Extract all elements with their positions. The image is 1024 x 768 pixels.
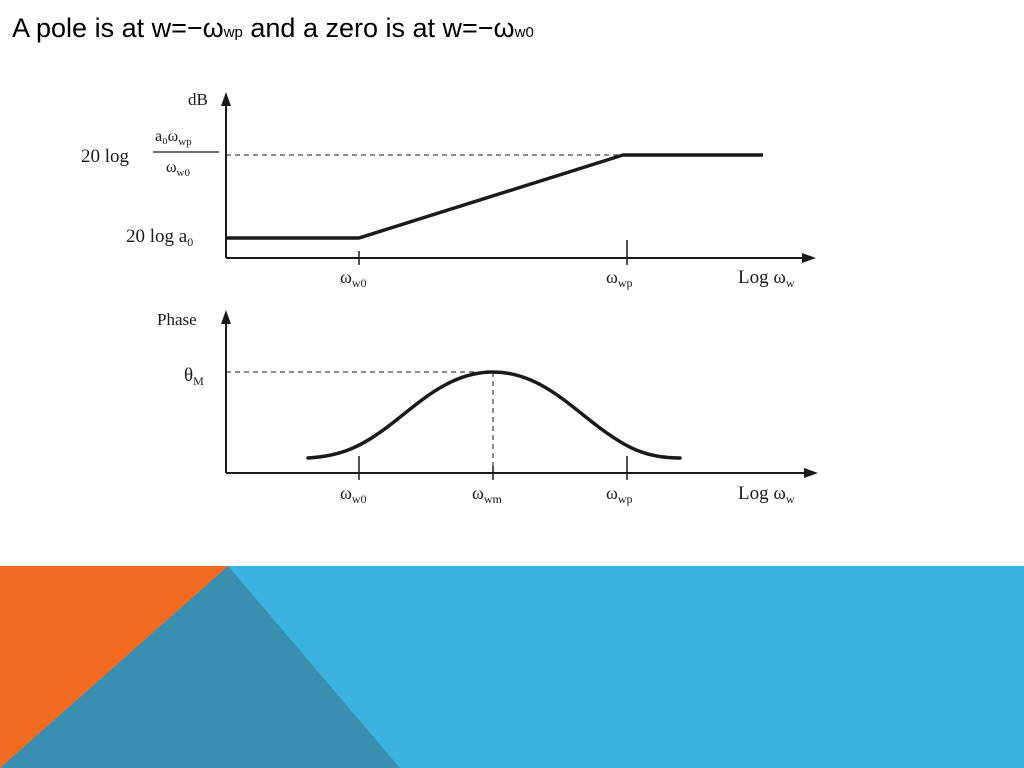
magnitude-x-axis-label: Log ωw — [738, 267, 795, 290]
phase-tick-label-w0: ωw0 — [340, 483, 367, 506]
magnitude-curve — [226, 153, 763, 240]
magnitude-tick-label-wp: ωwp — [606, 267, 633, 290]
lower-level-label: 20 log a0 — [126, 226, 193, 249]
title-pole-subscript: wp — [223, 24, 243, 41]
phase-plot: Phase θM ωw0 ωwm ωwp Log ωw — [157, 310, 818, 506]
phase-y-axis-arrow — [221, 310, 231, 324]
magnitude-y-axis-arrow — [221, 92, 231, 106]
title-text-zero: and a zero is at w=−ω — [242, 13, 515, 43]
phase-peak-label: θM — [184, 365, 204, 388]
magnitude-x-axis-arrow — [802, 253, 816, 263]
phase-x-axis-label: Log ωw — [738, 483, 795, 506]
phase-curve — [306, 370, 682, 460]
phase-tick-label-wm: ωwm — [472, 483, 503, 506]
upper-fraction-numerator: a₀ωwp — [155, 128, 192, 148]
upper-level-label: 20 log — [81, 146, 130, 167]
phase-x-axis-arrow — [804, 468, 818, 478]
footer-teal-triangle — [0, 566, 400, 768]
title-text-pole: A pole is at w=−ω — [12, 13, 224, 43]
phase-tick-label-wp: ωwp — [606, 483, 633, 506]
magnitude-plot: dB 20 log a₀ωwp ωw0 20 log a0 ωw0 ωwp Lo… — [81, 90, 816, 290]
magnitude-y-axis-label: dB — [188, 90, 208, 109]
decorative-footer-band — [0, 566, 1024, 768]
magnitude-tick-label-w0: ωw0 — [340, 267, 367, 290]
upper-fraction-denominator: ωw0 — [166, 159, 190, 179]
phase-y-axis-label: Phase — [157, 310, 197, 329]
bode-diagram: dB 20 log a₀ωwp ωw0 20 log a0 ωw0 ωwp Lo… — [81, 90, 818, 506]
footer-orange-triangle — [0, 566, 228, 768]
title-zero-subscript: w0 — [514, 24, 534, 41]
slide-title: A pole is at w=−ωwp and a zero is at w=−… — [12, 8, 534, 53]
